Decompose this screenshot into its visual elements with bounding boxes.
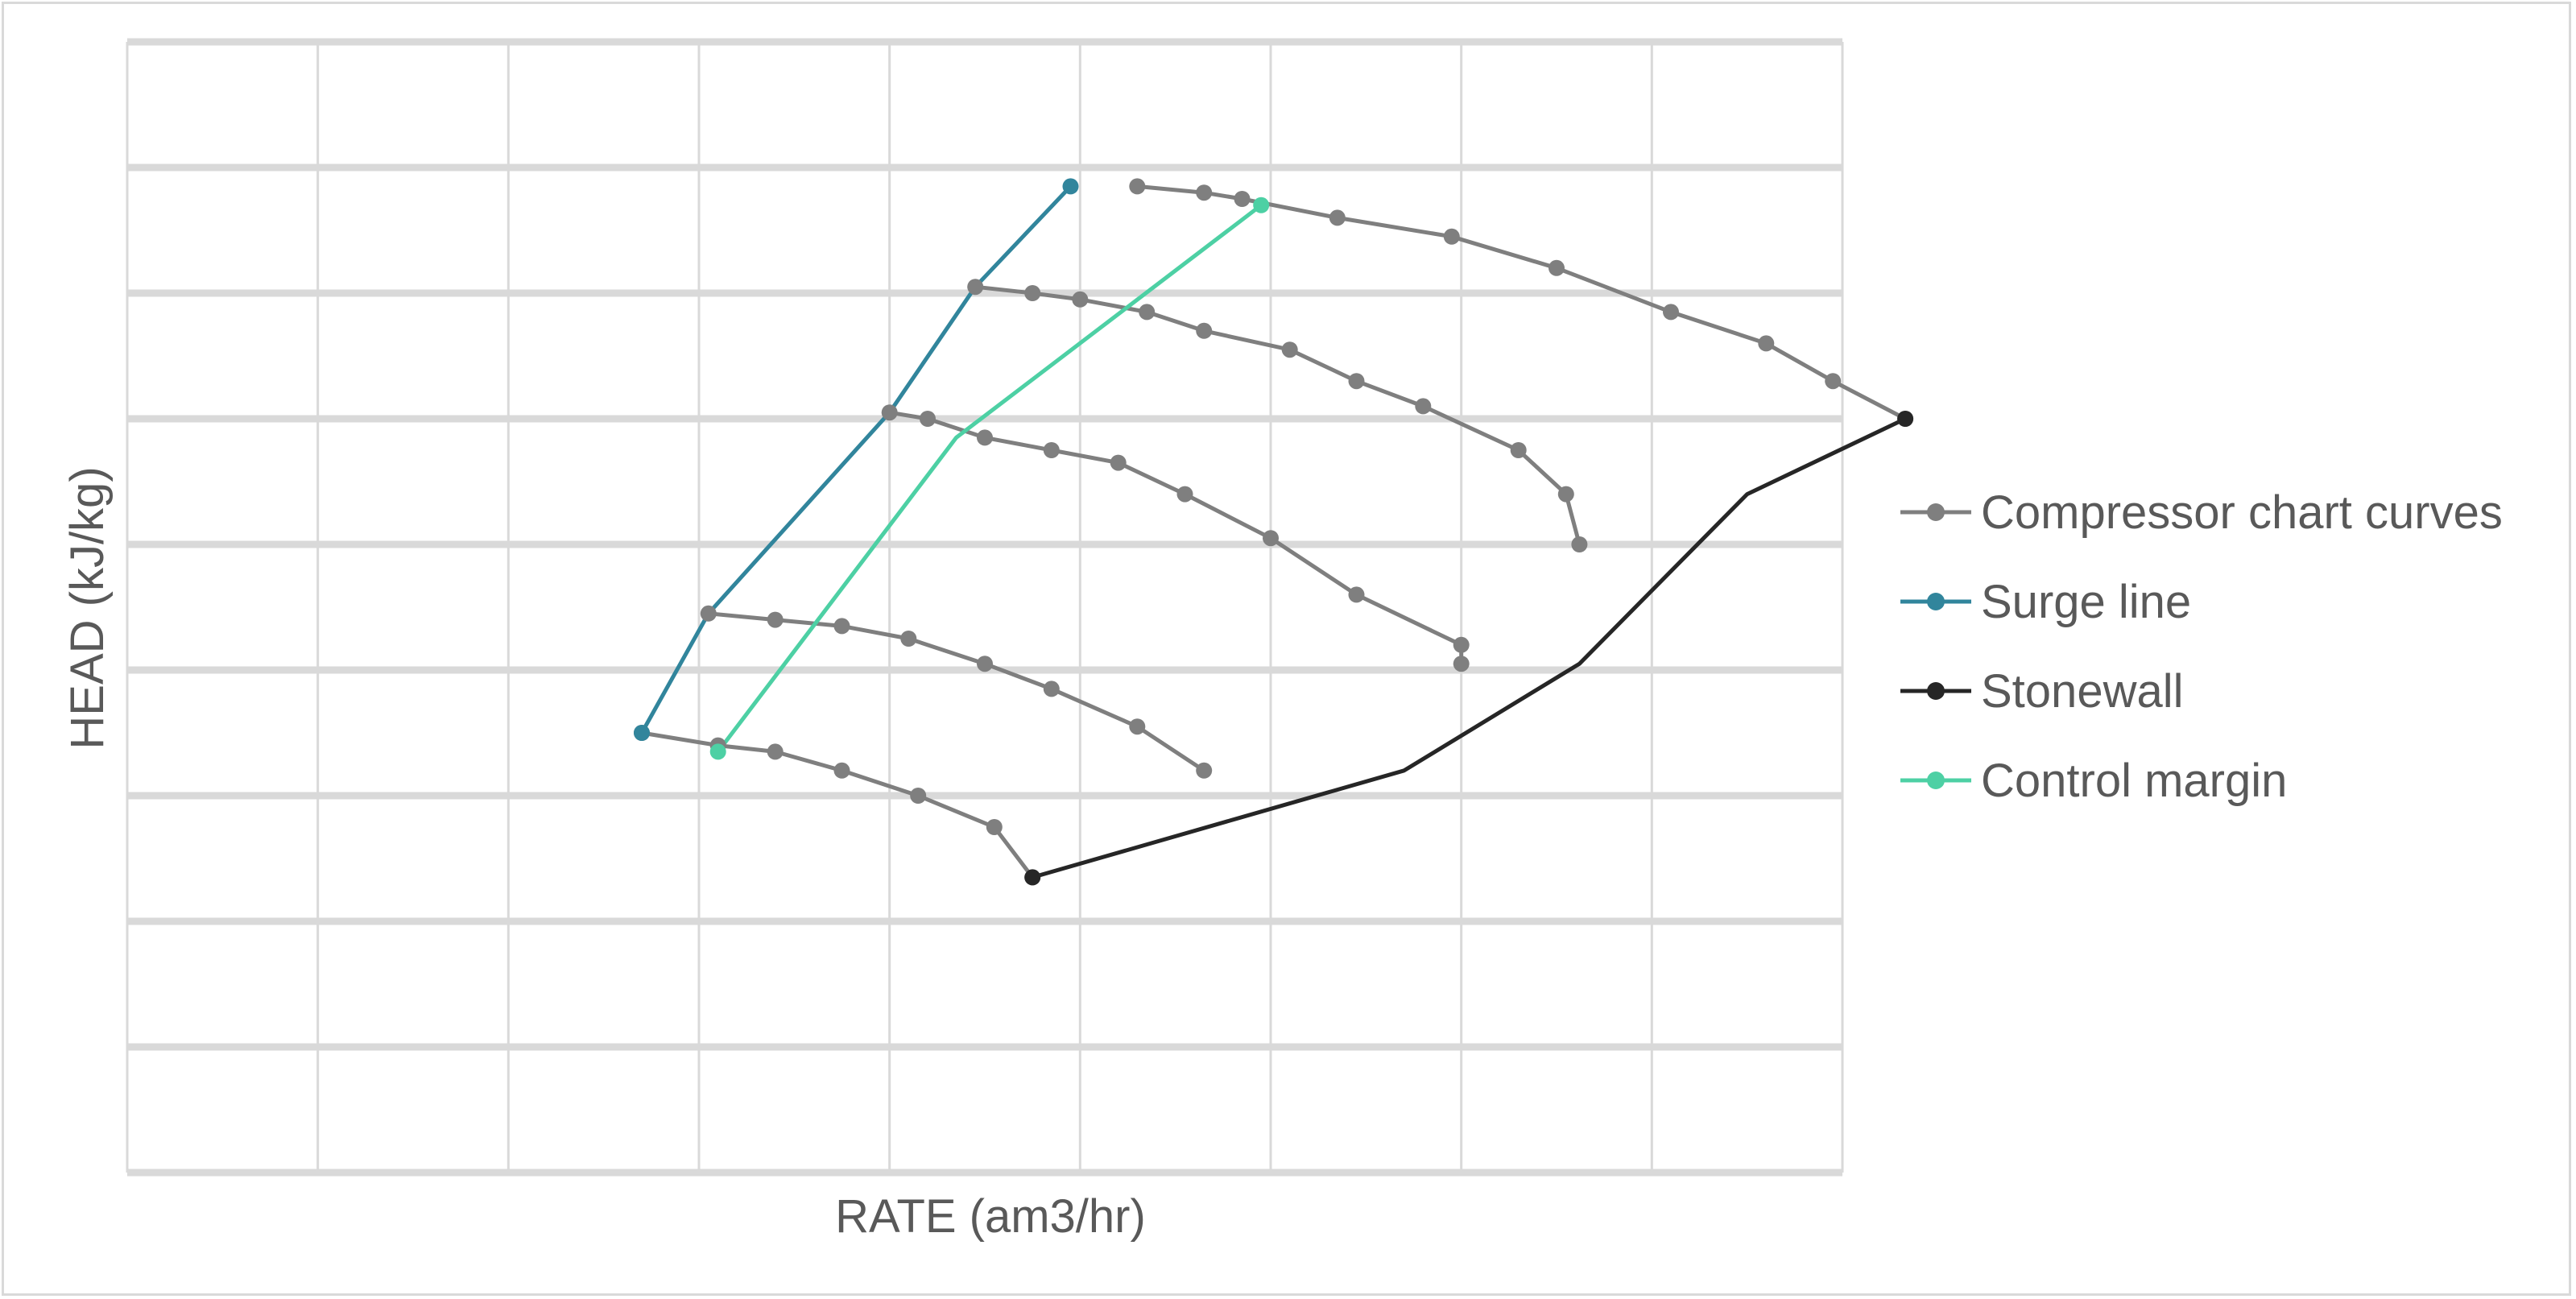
control-margin-point-1 [1253, 197, 1270, 213]
legend-item-compressor-chart-curves: Compressor chart curves [1900, 486, 2503, 539]
compressor-chart-curves-point-0-5 [1548, 259, 1565, 276]
y-axis-title: HEAD (kJ/kg) [61, 466, 114, 749]
compressor-chart-curves-point-2-0 [881, 404, 898, 421]
compressor-chart-curves-point-1-4 [1196, 322, 1213, 339]
compressor-chart-curves-point-0-6 [1663, 304, 1679, 321]
legend-item-stonewall: Stonewall [1900, 665, 2183, 718]
compressor-chart-curves-point-4-3 [833, 762, 850, 779]
compressor-chart-curves-point-2-3 [1043, 442, 1060, 458]
control-margin-line [716, 203, 1263, 754]
stonewall-point-1 [1897, 411, 1914, 427]
compressor-chart-curves-point-3-1 [767, 611, 784, 628]
legend-label: Control margin [1981, 755, 2287, 807]
compressor-chart-curves-point-2-1 [920, 411, 936, 427]
compressor-chart-curves-line-4 [639, 730, 1035, 879]
compressor-chart-curves-point-1-9 [1557, 486, 1574, 503]
compressor-chart-curves-point-3-3 [900, 631, 917, 647]
x-axis-title: RATE (am3/hr) [835, 1190, 1146, 1243]
compressor-chart-curves-point-1-3 [1139, 304, 1156, 321]
legend-item-surge-line: Surge line [1900, 576, 2191, 628]
compressor-chart-curves-point-1-2 [1072, 291, 1089, 308]
legend-item-control-margin: Control margin [1900, 755, 2287, 807]
compressor-chart-curves-point-2-7 [1348, 586, 1365, 603]
compressor-chart-curves-point-3-4 [977, 656, 993, 672]
compressor-chart-curves-point-0-7 [1758, 335, 1775, 352]
compressor-chart-curves-point-4-5 [986, 819, 1003, 835]
compressor-chart-curves-point-1-10 [1571, 536, 1588, 552]
compressor-chart-curves-point-1-1 [1024, 285, 1041, 301]
legend-swatch-marker [1927, 593, 1945, 610]
compressor-chart-curves-point-1-8 [1510, 442, 1527, 458]
compressor-chart-curves-point-3-7 [1196, 762, 1213, 779]
legend-swatch-marker [1927, 682, 1945, 700]
compressor-chart-curves-point-0-1 [1196, 184, 1213, 201]
legend-label: Compressor chart curves [1981, 486, 2503, 539]
legend-swatch-marker [1927, 503, 1945, 521]
compressor-chart-curves-point-3-6 [1129, 718, 1146, 735]
plot-series [634, 178, 1914, 886]
compressor-chart-curves-point-2-6 [1263, 530, 1279, 547]
legend-label: Stonewall [1981, 665, 2183, 718]
compressor-chart-curves-point-4-2 [767, 743, 784, 760]
compressor-chart-curves-point-1-5 [1281, 341, 1298, 358]
compressor-chart-curves-point-0-4 [1443, 228, 1460, 245]
compressor-chart-curves-point-0-8 [1825, 373, 1842, 390]
legend: Compressor chart curves Surge line Stonewa… [1900, 486, 2503, 807]
surge-line-point-0 [634, 725, 650, 741]
surge-line-line [639, 184, 1073, 735]
compressor-chart-curves-point-1-7 [1415, 398, 1432, 415]
plot-gridlines [126, 38, 1844, 1177]
compressor-chart-curves-point-2-5 [1176, 486, 1193, 503]
legend-label: Surge line [1981, 576, 2191, 628]
compressor-chart-curves-point-2-9 [1453, 656, 1470, 672]
stonewall-point-0 [1024, 869, 1041, 886]
compressor-chart-curves-point-2-4 [1110, 454, 1127, 471]
compressor-chart-curves-point-3-2 [833, 618, 850, 635]
compressor-chart-curves-point-1-0 [967, 279, 984, 296]
control-margin-point-0 [709, 743, 726, 760]
surge-line-point-1 [1062, 178, 1079, 195]
stonewall-line [1030, 416, 1908, 879]
compressor-chart-curves-point-0-0 [1129, 178, 1146, 195]
compressor-chart-curves-line-3 [706, 611, 1206, 773]
compressor-chart-curves-point-0-2 [1234, 191, 1251, 207]
compressor-chart-curves-point-2-8 [1453, 636, 1470, 653]
legend-swatch-marker [1927, 772, 1945, 789]
compressor-chart-curves-point-0-3 [1329, 209, 1346, 226]
compressor-chart-curves-point-3-5 [1043, 681, 1060, 697]
compressor-chart-curves-line-0 [1135, 184, 1908, 421]
compressor-chart-curves-point-3-0 [700, 605, 717, 622]
compressor-chart-curves-point-2-2 [977, 429, 993, 446]
compressor-chart-curves-point-4-4 [910, 788, 927, 804]
compressor-chart-curves-line-2 [887, 410, 1464, 666]
compressor-chart-curves-point-1-6 [1348, 373, 1365, 390]
